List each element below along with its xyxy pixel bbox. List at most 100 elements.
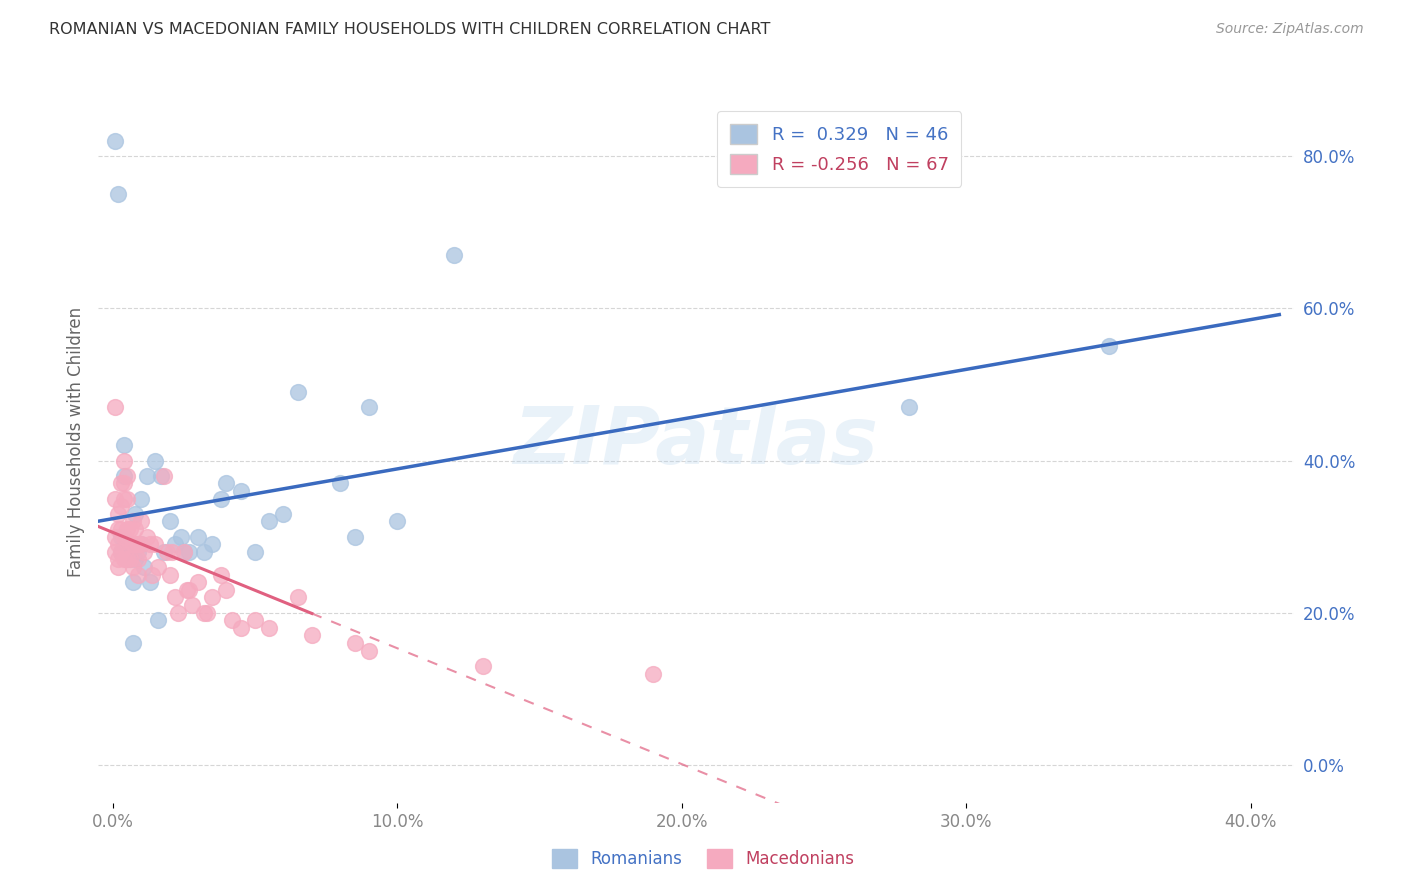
Point	[107, 552, 129, 566]
Text: Source: ZipAtlas.com: Source: ZipAtlas.com	[1216, 22, 1364, 37]
Point	[121, 636, 143, 650]
Text: ROMANIAN VS MACEDONIAN FAMILY HOUSEHOLDS WITH CHILDREN CORRELATION CHART: ROMANIAN VS MACEDONIAN FAMILY HOUSEHOLDS…	[49, 22, 770, 37]
Point	[129, 537, 152, 551]
Point	[165, 591, 187, 605]
Point	[112, 476, 135, 491]
Point	[104, 545, 127, 559]
Point	[112, 468, 135, 483]
Point	[221, 613, 243, 627]
Point	[110, 530, 132, 544]
Y-axis label: Family Households with Children: Family Households with Children	[66, 307, 84, 576]
Legend: R =  0.329   N = 46, R = -0.256   N = 67: R = 0.329 N = 46, R = -0.256 N = 67	[717, 111, 962, 187]
Point	[385, 515, 409, 529]
Point	[112, 438, 135, 452]
Point	[138, 575, 160, 590]
Point	[143, 453, 166, 467]
Point	[107, 537, 129, 551]
Point	[181, 598, 204, 612]
Point	[176, 582, 198, 597]
Point	[201, 591, 224, 605]
Point	[159, 515, 181, 529]
Point	[118, 552, 141, 566]
Point	[118, 552, 141, 566]
Point	[127, 545, 149, 559]
Point	[443, 248, 465, 262]
Point	[110, 499, 132, 513]
Point	[118, 537, 141, 551]
Point	[121, 515, 143, 529]
Point	[229, 483, 252, 498]
Point	[343, 530, 366, 544]
Point	[132, 545, 155, 559]
Legend: Romanians, Macedonians: Romanians, Macedonians	[546, 842, 860, 875]
Point	[107, 187, 129, 202]
Point	[159, 567, 181, 582]
Point	[329, 476, 352, 491]
Point	[193, 545, 215, 559]
Point	[127, 567, 149, 582]
Point	[104, 530, 127, 544]
Point	[104, 134, 127, 148]
Point	[343, 636, 366, 650]
Point	[107, 507, 129, 521]
Point	[112, 552, 135, 566]
Point	[173, 545, 195, 559]
Point	[107, 522, 129, 536]
Point	[124, 507, 146, 521]
Point	[162, 545, 184, 559]
Point	[209, 491, 232, 506]
Point	[243, 545, 266, 559]
Point	[643, 666, 665, 681]
Point	[129, 515, 152, 529]
Point	[129, 491, 152, 506]
Point	[124, 552, 146, 566]
Point	[201, 537, 224, 551]
Point	[112, 491, 135, 506]
Point	[193, 606, 215, 620]
Point	[112, 453, 135, 467]
Point	[257, 621, 280, 635]
Point	[273, 507, 295, 521]
Point	[107, 560, 129, 574]
Point	[357, 643, 380, 657]
Point	[112, 530, 135, 544]
Point	[301, 628, 323, 642]
Point	[170, 530, 193, 544]
Point	[104, 401, 127, 415]
Point	[121, 575, 143, 590]
Point	[153, 545, 176, 559]
Point	[121, 537, 143, 551]
Point	[124, 537, 146, 551]
Point	[141, 567, 163, 582]
Point	[153, 468, 176, 483]
Point	[110, 545, 132, 559]
Point	[127, 537, 149, 551]
Point	[118, 522, 141, 536]
Point	[124, 522, 146, 536]
Text: ZIPatlas: ZIPatlas	[513, 402, 879, 481]
Point	[471, 659, 494, 673]
Point	[179, 545, 201, 559]
Point	[215, 476, 238, 491]
Point	[132, 560, 155, 574]
Point	[110, 476, 132, 491]
Point	[138, 537, 160, 551]
Point	[1097, 339, 1119, 353]
Point	[115, 552, 138, 566]
Point	[148, 613, 170, 627]
Point	[110, 522, 132, 536]
Point	[167, 606, 190, 620]
Point	[187, 575, 209, 590]
Point	[187, 530, 209, 544]
Point	[173, 545, 195, 559]
Point	[179, 582, 201, 597]
Point	[115, 552, 138, 566]
Point	[229, 621, 252, 635]
Point	[115, 522, 138, 536]
Point	[195, 606, 218, 620]
Point	[898, 401, 921, 415]
Point	[243, 613, 266, 627]
Point	[110, 545, 132, 559]
Point	[121, 560, 143, 574]
Point	[135, 468, 157, 483]
